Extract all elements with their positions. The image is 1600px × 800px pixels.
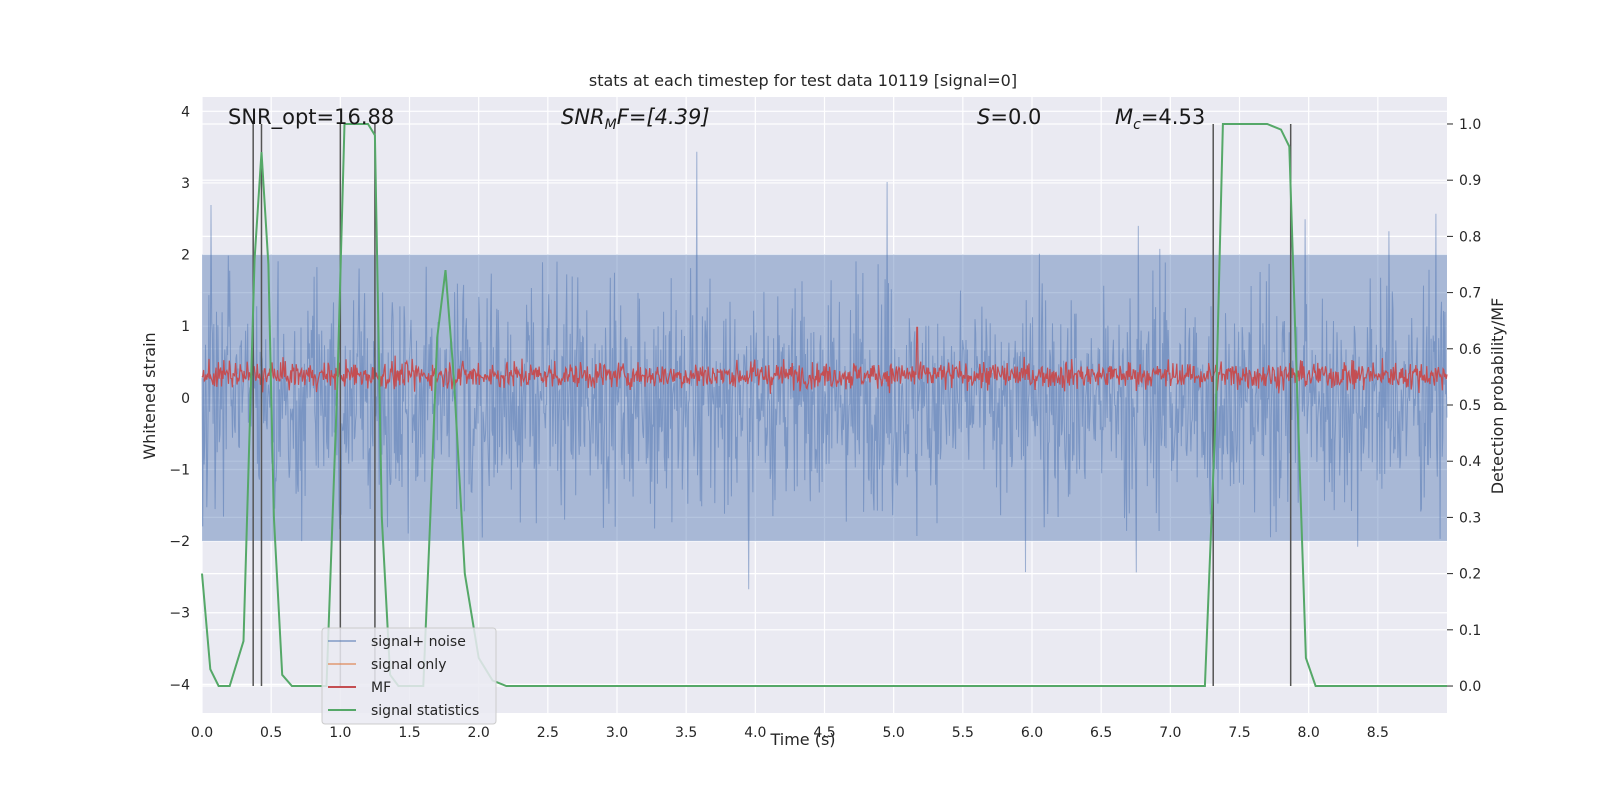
right-y-tick-label: 0.3 [1459,510,1481,526]
annotation-mc: Mc=4.53 [1115,105,1205,133]
left-y-tick-label: −1 [169,462,190,478]
right-y-tick-label: 1.0 [1459,117,1481,133]
annotation-mc-rest: =4.53 [1141,105,1205,129]
x-tick-label: 0.5 [260,725,282,741]
x-tick-label: 5.5 [952,725,974,741]
left-y-tick-label: −4 [169,677,190,693]
x-tick-label: 8.5 [1367,725,1389,741]
right-y-tick-label: 0.1 [1459,623,1481,639]
annotation-s-var: S [977,105,990,129]
right-y-tick-label: 0.0 [1459,679,1481,695]
left-y-tick-label: 1 [181,319,190,335]
signal-noise-core-band [202,254,1447,542]
x-tick-label: 8.0 [1298,725,1320,741]
x-tick-label: 2.5 [537,725,559,741]
right-y-tick-label: 0.7 [1459,286,1481,302]
x-tick-label: 3.5 [675,725,697,741]
annotation-s: S=0.0 [977,105,1041,129]
left-y-tick-label: 2 [181,248,190,264]
x-axis-label: Time (s) [769,730,835,749]
right-y-axis-ticks: 0.0 0.1 0.2 0.3 0.4 0.5 0.6 0.7 0.8 0.9 1.0 [1447,117,1481,695]
legend-box [321,627,497,725]
x-tick-label: 0.0 [191,725,213,741]
right-y-tick-label: 0.8 [1459,229,1481,245]
left-y-tick-label: 4 [181,104,190,120]
signal-noise-line [201,151,1448,590]
right-y-tick-label: 0.9 [1459,173,1481,189]
signal-noise-series [201,151,1448,590]
legend-label-mf: MF [371,680,391,696]
legend-label-signal: signal only [371,657,446,673]
left-y-axis-label: Whitened strain [140,332,159,459]
mf-line [201,326,1448,394]
x-tick-label: 5.0 [883,725,905,741]
annotation-snr-opt: SNR_opt=16.88 [228,105,394,130]
right-y-axis-label: Detection probability/MF [1488,298,1507,495]
annotation-s-rest: =0.0 [990,105,1041,129]
left-y-tick-label: −2 [169,534,190,550]
mf-series [201,326,1448,394]
chart-title: stats at each timestep for test data 101… [589,71,1017,90]
x-tick-label: 1.5 [398,725,420,741]
annotation-mc-sub: c [1133,117,1141,133]
x-tick-label: 1.0 [329,725,351,741]
legend-label-statistics: signal statistics [371,703,479,719]
x-axis-ticks: 0.0 0.5 1.0 1.5 2.0 2.5 3.0 3.5 4.0 4.5 5.0 5.5 6.0 6… [191,725,1389,741]
annotation-mc-main: M [1115,105,1133,129]
right-y-tick-label: 0.2 [1459,567,1481,583]
x-tick-label: 7.0 [1159,725,1181,741]
left-y-tick-label: 3 [181,176,190,192]
x-tick-label: 6.5 [1090,725,1112,741]
x-tick-label: 6.0 [1021,725,1043,741]
right-y-tick-label: 0.4 [1459,454,1481,470]
plot-area [201,97,1448,713]
legend-label-noise: signal+ noise [371,634,466,650]
right-y-tick-label: 0.5 [1459,398,1481,414]
annotation-snr-mf-rest: F=[4.39] [617,105,710,129]
left-y-axis-ticks: −4 −3 −2 −1 0 1 2 3 4 [169,104,190,693]
legend: signal+ noise signal only MF signal stat… [321,627,497,725]
annotation-snr-mf-sub: M [605,117,617,133]
x-tick-label: 4.0 [744,725,766,741]
signal-statistics-series [201,123,1447,687]
x-tick-label: 7.5 [1228,725,1250,741]
left-y-tick-label: 0 [181,391,190,407]
annotation-snr-mf: SNRMF=[4.39] [561,105,710,133]
signal-statistics-line [201,123,1447,687]
right-y-tick-label: 0.6 [1459,342,1481,358]
left-y-tick-label: −3 [169,606,190,622]
annotation-snr-mf-main: SNR [561,105,605,129]
x-tick-label: 4.5 [813,725,835,741]
x-tick-label: 2.0 [468,725,490,741]
x-tick-label: 3.0 [606,725,628,741]
